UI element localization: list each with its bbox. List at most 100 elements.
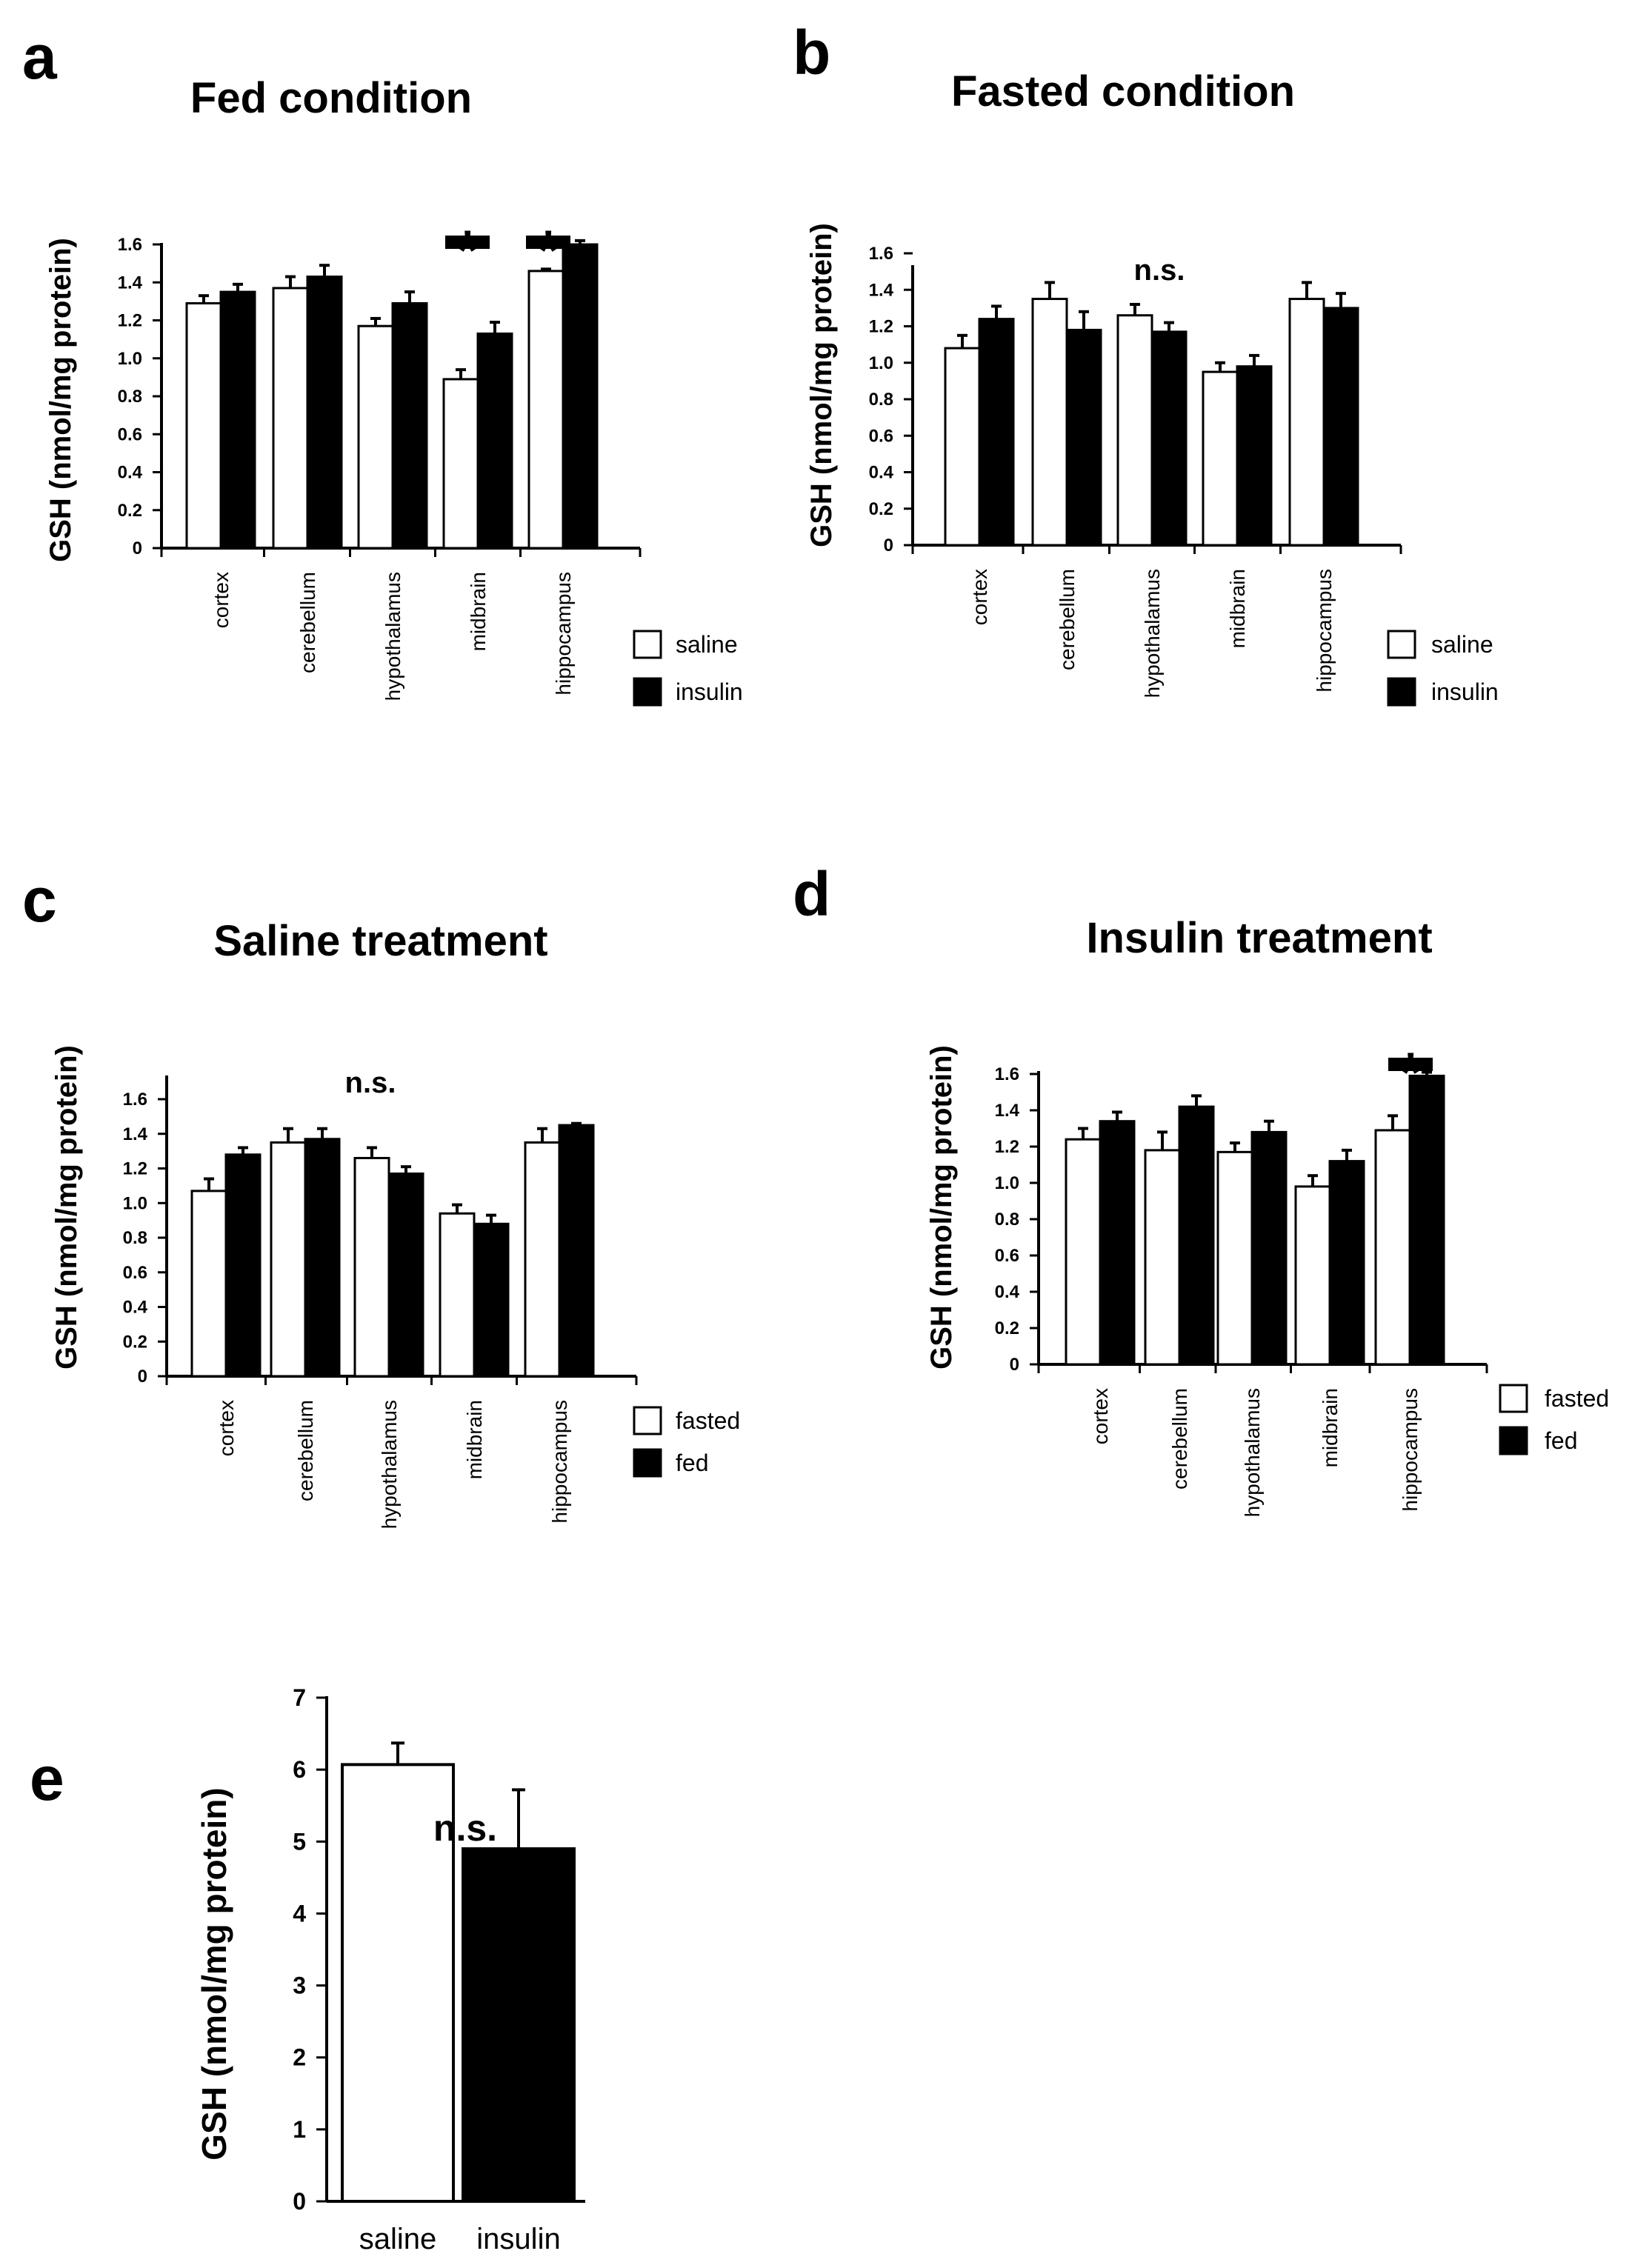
- bar-fasted-cortex: [1065, 1138, 1102, 1366]
- bar-fed-hippocampus: [1408, 1074, 1445, 1366]
- x-category-label: cortex: [215, 1400, 238, 1456]
- chart-title: Insulin treatment: [1086, 914, 1432, 962]
- x-category-label: hypothalamus: [1241, 1388, 1264, 1517]
- y-axis-label: GSH (nmol/mg protein): [925, 1045, 958, 1370]
- bar-saline-hypothalamus: [357, 324, 394, 550]
- y-tick-label: 0.6: [995, 1246, 1019, 1266]
- bar-saline-midbrain: [442, 378, 479, 550]
- panel-a-label: a: [22, 22, 58, 92]
- y-tick-label: 1.4: [123, 1124, 148, 1144]
- chart-title: Saline treatment: [213, 917, 547, 965]
- y-tick-label: 2: [293, 2044, 306, 2071]
- bar-saline-hippocampus: [527, 270, 564, 550]
- y-tick-label: 0: [133, 538, 142, 558]
- y-tick-label: 1.6: [995, 1064, 1019, 1084]
- x-category-label: cortex: [968, 569, 991, 625]
- x-category-label: cerebellum: [1056, 569, 1079, 670]
- bar-fed-midbrain: [473, 1222, 510, 1378]
- y-tick-label: 1.6: [118, 235, 142, 255]
- legend-label-fasted: fasted: [1545, 1385, 1609, 1412]
- bar-fed-cerebellum: [1178, 1105, 1215, 1366]
- y-tick-label: 0: [1010, 1355, 1019, 1375]
- y-tick-label: 1.6: [869, 244, 893, 264]
- legend-swatch-fasted: [633, 1406, 662, 1435]
- y-tick-label: 1.4: [995, 1101, 1020, 1121]
- legend-label-saline: saline: [1431, 631, 1493, 658]
- x-category-label: midbrain: [1319, 1388, 1342, 1467]
- x-category-label: hippocampus: [1313, 569, 1336, 693]
- bar-fasted-midbrain: [439, 1212, 476, 1378]
- panel-d: d Insulin treatment GSH (nmol/mg protein)…: [793, 859, 1609, 1517]
- y-tick-label: 1.6: [123, 1090, 147, 1110]
- x-category-label: hippocampus: [1399, 1388, 1422, 1512]
- legend-swatch-saline: [633, 630, 662, 659]
- significance-bar: [445, 236, 490, 249]
- bar-fasted-cerebellum: [1144, 1149, 1181, 1366]
- panel-c-label: c: [22, 865, 57, 935]
- x-category-label: midbrain: [463, 1400, 486, 1479]
- y-tick-label: 1.2: [995, 1137, 1019, 1157]
- bar-insulin-hypothalamus: [391, 301, 428, 550]
- bar-saline-cortex: [185, 301, 222, 550]
- y-tick-label: 0.6: [118, 424, 142, 444]
- bar-fed-cerebellum: [304, 1138, 341, 1378]
- ns-label: n.s.: [345, 1067, 396, 1099]
- x-category-label: cortex: [210, 572, 233, 628]
- bar-insulin-cerebellum: [1065, 328, 1102, 547]
- y-axis-label: GSH (nmol/mg protein): [50, 1045, 83, 1370]
- bar-insulin: [462, 1847, 576, 2203]
- y-axis-label: GSH (nmol/mg protein): [44, 238, 77, 562]
- x-category-label: cerebellum: [296, 572, 319, 673]
- legend-swatch-fed: [1499, 1426, 1528, 1455]
- bar-fasted-hypothalamus: [353, 1156, 390, 1378]
- y-tick-label: 1.0: [869, 353, 893, 373]
- y-tick-label: 1: [293, 2116, 306, 2143]
- bar-fed-cortex: [1099, 1120, 1136, 1366]
- legend-label-insulin: insulin: [1431, 678, 1499, 705]
- bar-fasted-midbrain: [1294, 1185, 1331, 1366]
- y-tick-label: 0.6: [869, 426, 893, 446]
- y-tick-label: 0.4: [123, 1298, 148, 1318]
- bar-fasted-hypothalamus: [1216, 1150, 1253, 1366]
- bar-fasted-hippocampus: [1374, 1129, 1411, 1366]
- significance-star: *: [1399, 1041, 1422, 1104]
- bar-saline-cortex: [944, 347, 981, 547]
- significance-bar: [526, 236, 570, 249]
- legend-label-insulin: insulin: [676, 678, 743, 705]
- legend-swatch-fed: [633, 1448, 662, 1478]
- bar-saline-hippocampus: [1288, 298, 1325, 547]
- x-category-label: insulin: [476, 2223, 560, 2255]
- y-tick-label: 1.0: [123, 1193, 147, 1213]
- legend-swatch-fasted: [1499, 1384, 1528, 1413]
- bar-fed-cortex: [224, 1153, 262, 1378]
- ns-label: n.s.: [433, 1807, 497, 1849]
- y-tick-label: 4: [293, 1900, 306, 1927]
- bar-insulin-hypothalamus: [1150, 330, 1188, 547]
- legend-label-fasted: fasted: [676, 1407, 740, 1434]
- y-tick-label: 3: [293, 1972, 306, 1999]
- y-tick-label: 0: [293, 2188, 306, 2215]
- y-tick-label: 0.8: [123, 1228, 147, 1248]
- y-tick-label: 0.8: [869, 390, 893, 410]
- bar-insulin-midbrain: [476, 332, 513, 550]
- bar-fed-hippocampus: [558, 1124, 595, 1378]
- bar-saline: [341, 1763, 455, 2203]
- y-tick-label: 0.2: [995, 1318, 1019, 1338]
- bar-fasted-hippocampus: [524, 1141, 561, 1378]
- bar-insulin-cortex: [978, 318, 1015, 547]
- y-tick-label: 1.4: [118, 273, 143, 293]
- x-category-label: hypothalamus: [1141, 569, 1164, 698]
- significance-star: *: [456, 219, 479, 282]
- chart-title: Fed condition: [190, 74, 472, 122]
- y-tick-label: 0.8: [118, 387, 142, 407]
- y-axis-label: GSH (nmol/mg protein): [805, 223, 838, 547]
- bar-insulin-cerebellum: [306, 276, 343, 550]
- bar-fasted-cortex: [190, 1190, 227, 1378]
- bar-insulin-midbrain: [1236, 365, 1273, 547]
- significance-star: *: [537, 219, 559, 282]
- bar-insulin-cortex: [219, 290, 256, 550]
- x-category-label: hippocampus: [552, 572, 575, 696]
- bar-fed-midbrain: [1328, 1160, 1365, 1366]
- y-tick-label: 0.4: [869, 463, 894, 483]
